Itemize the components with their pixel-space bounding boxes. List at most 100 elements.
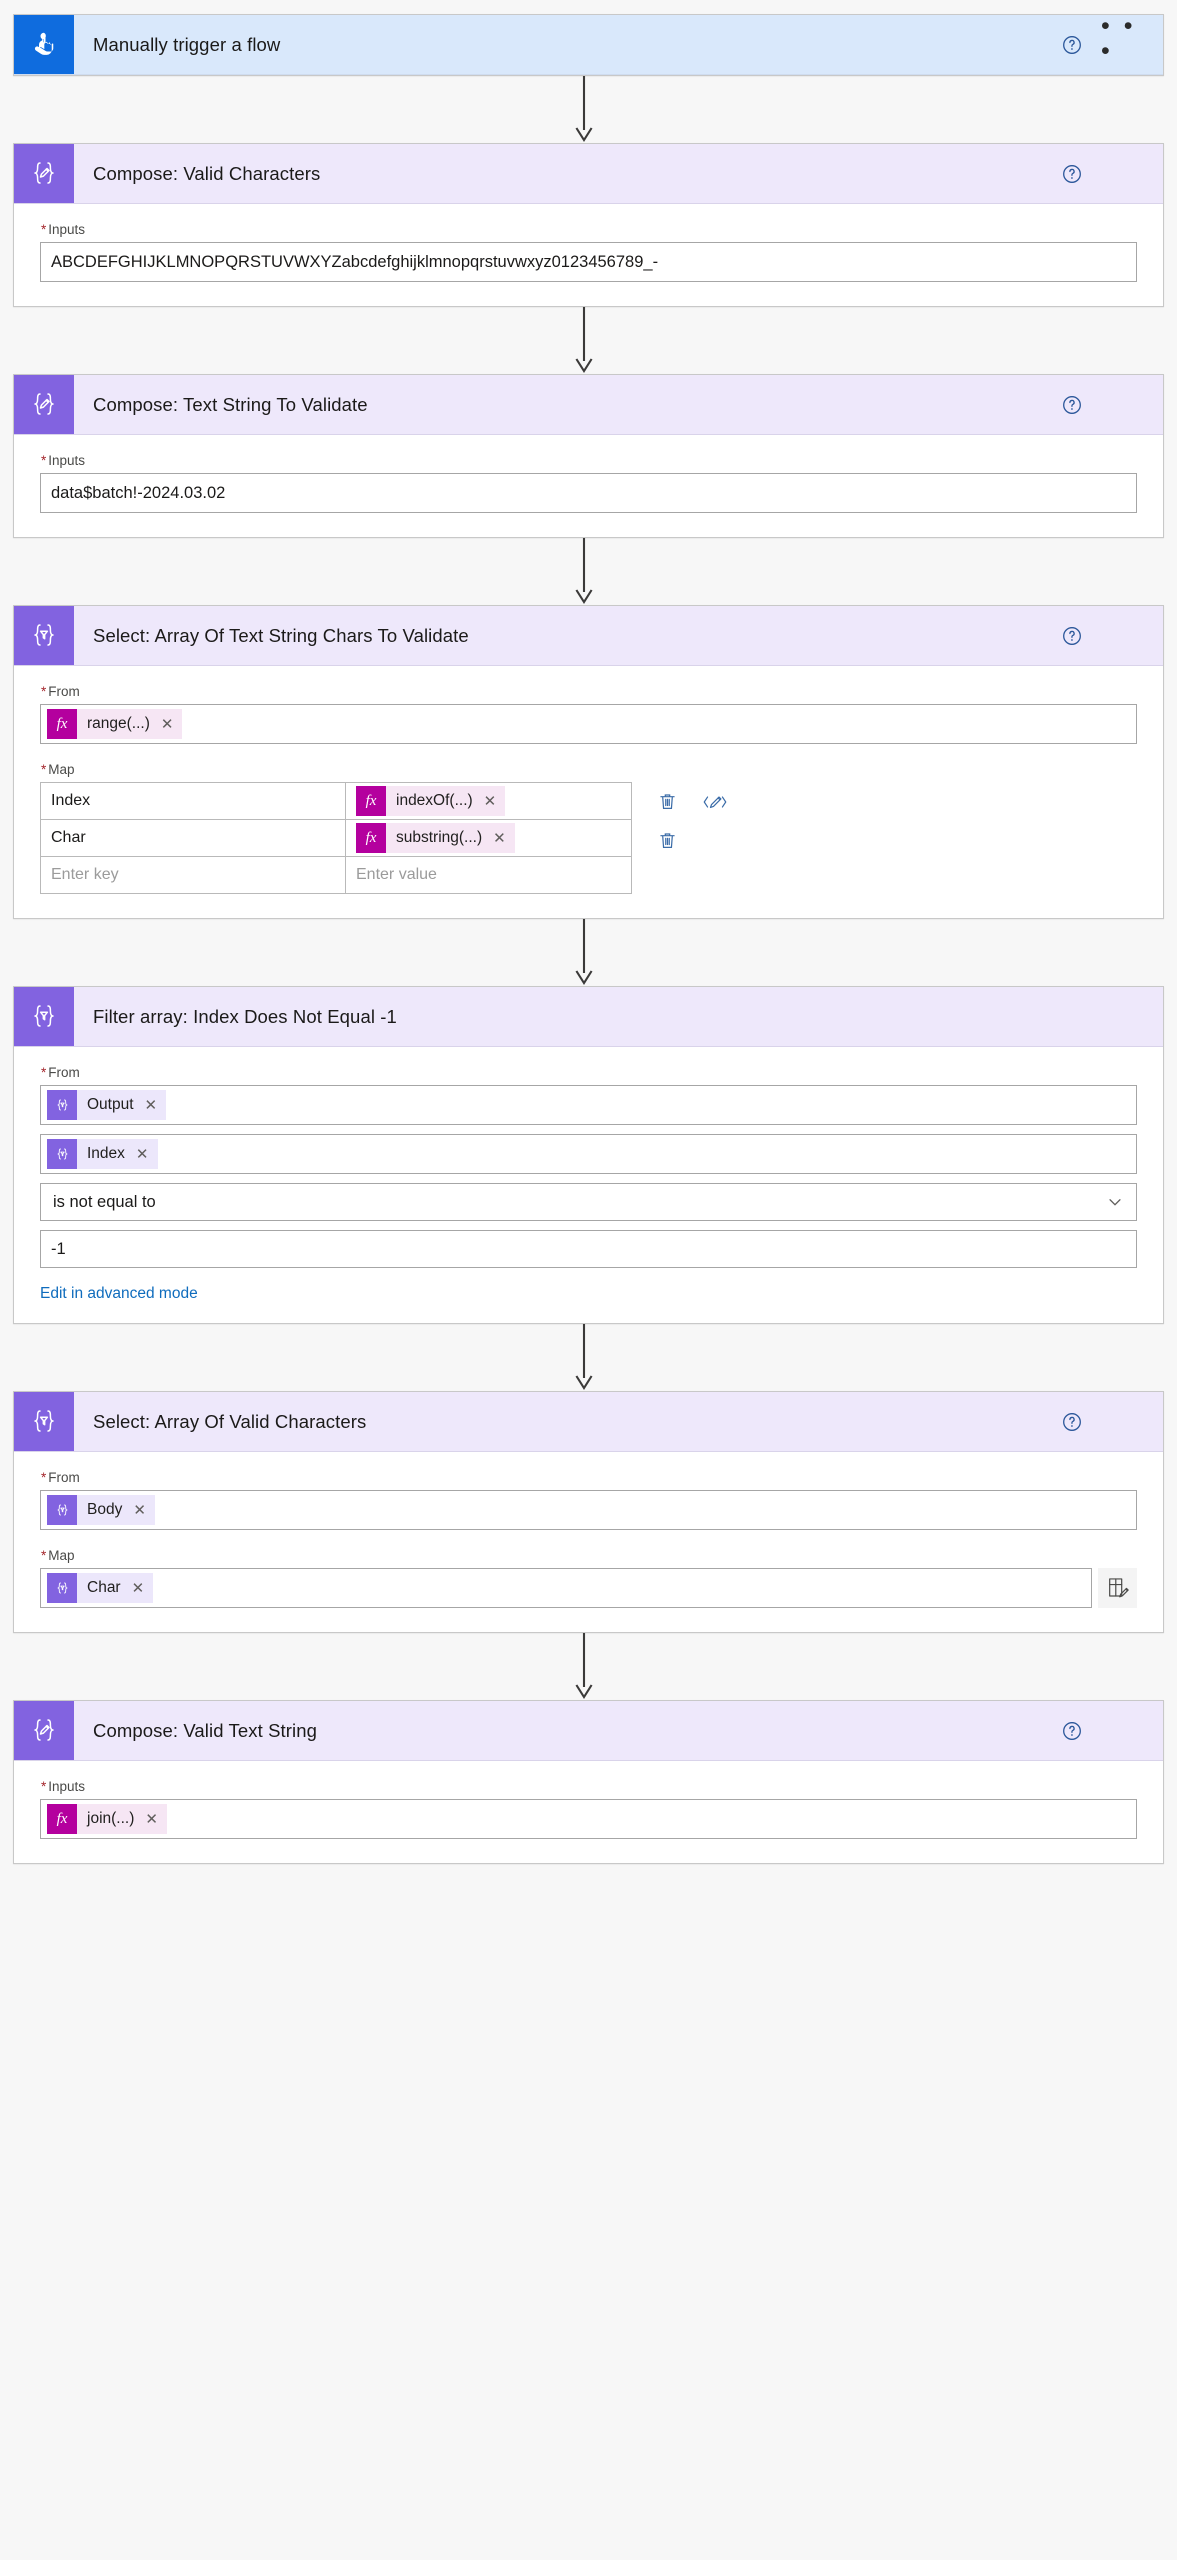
more-options-icon[interactable] xyxy=(1101,1407,1141,1437)
map-single-row: Char ✕ xyxy=(40,1568,1137,1608)
remove-token-icon[interactable]: ✕ xyxy=(131,1579,145,1597)
fx-icon: fx xyxy=(47,709,77,739)
flow-step-compose-valid-text-string[interactable]: Compose: Valid Text String * Inputs fx xyxy=(13,1700,1164,1864)
expression-token[interactable]: fx range(...) ✕ xyxy=(47,709,183,739)
condition-left-input[interactable]: Index ✕ xyxy=(40,1134,1137,1174)
dynamic-content-token[interactable]: Char ✕ xyxy=(47,1573,154,1603)
table-row[interactable]: Index fx indexOf(...) ✕ xyxy=(40,782,632,820)
token-label: Index xyxy=(87,1145,125,1162)
help-icon[interactable] xyxy=(1057,159,1087,189)
from-input[interactable]: Body ✕ xyxy=(40,1490,1137,1530)
help-icon[interactable] xyxy=(1057,390,1087,420)
required-asterisk: * xyxy=(41,1548,47,1563)
step-title: Select: Array Of Text String Chars To Va… xyxy=(93,624,469,646)
flow-step-filter-array-index-does-not-equal-minus-1[interactable]: Filter array: Index Does Not Equal -1 * F… xyxy=(13,986,1164,1324)
step-title: Select: Array Of Valid Characters xyxy=(93,1410,367,1432)
table-row[interactable]: Char fx substring(...) ✕ xyxy=(40,819,632,857)
from-input[interactable]: fx range(...) ✕ xyxy=(40,704,1137,744)
table-row[interactable]: Enter key Enter value xyxy=(40,856,632,894)
condition-operator-select[interactable]: is not equal to xyxy=(40,1183,1137,1221)
step-header[interactable]: Compose: Text String To Validate xyxy=(14,375,1163,435)
chevron-down-icon xyxy=(1106,1193,1124,1211)
map-value-cell[interactable]: fx substring(...) ✕ xyxy=(345,819,632,857)
map-key-cell[interactable]: Char xyxy=(40,819,346,857)
token-body: Body ✕ xyxy=(77,1495,155,1525)
dynamic-content-token[interactable]: Body ✕ xyxy=(47,1495,155,1525)
remove-token-icon[interactable]: ✕ xyxy=(493,829,506,847)
connector-arrow xyxy=(0,76,1177,143)
flow-step-compose-text-string-to-validate[interactable]: Compose: Text String To Validate * Inputs… xyxy=(13,374,1164,538)
fx-icon: fx xyxy=(356,823,386,853)
map-key-cell[interactable]: Index xyxy=(40,782,346,820)
step-header-actions: • • • xyxy=(1057,12,1163,74)
remove-token-icon[interactable]: ✕ xyxy=(135,1145,149,1163)
map-value-cell[interactable]: fx indexOf(...) ✕ xyxy=(345,782,632,820)
remove-token-icon[interactable]: ✕ xyxy=(145,1810,158,1828)
map-field: * Map Char xyxy=(40,1548,1137,1608)
step-header[interactable]: Compose: Valid Text String xyxy=(14,1701,1163,1761)
help-icon[interactable] xyxy=(1057,1407,1087,1437)
from-input[interactable]: Output ✕ xyxy=(40,1085,1137,1125)
remove-token-icon[interactable]: ✕ xyxy=(133,1501,146,1519)
flow-step-select-array-of-text-string-chars-to-validate[interactable]: Select: Array Of Text String Chars To Va… xyxy=(13,605,1164,919)
compose-icon xyxy=(14,1701,74,1760)
flow-step-compose-valid-characters[interactable]: Compose: Valid Characters * Inputs ABCDEF… xyxy=(13,143,1164,307)
remove-token-icon[interactable]: ✕ xyxy=(144,1096,158,1114)
required-asterisk: * xyxy=(41,1779,47,1794)
step-header[interactable]: Compose: Valid Characters xyxy=(14,144,1163,204)
remove-token-icon[interactable]: ✕ xyxy=(483,792,497,810)
step-body: * Inputs fx join(...) ✕ xyxy=(14,1761,1163,1863)
inputs-label: * Inputs xyxy=(41,222,86,237)
help-icon[interactable] xyxy=(1057,621,1087,651)
expression-token[interactable]: fx substring(...) ✕ xyxy=(356,823,515,853)
help-icon[interactable] xyxy=(1057,30,1087,60)
help-icon[interactable] xyxy=(1057,1716,1087,1746)
condition-value-input[interactable]: -1 xyxy=(40,1230,1137,1268)
hand-tap-icon xyxy=(14,15,74,74)
map-row-actions xyxy=(632,782,728,821)
delete-row-icon[interactable] xyxy=(657,830,678,851)
token-label: indexOf(...) xyxy=(396,792,473,809)
map-key-placeholder-cell[interactable]: Enter key xyxy=(40,856,346,894)
step-header-actions xyxy=(1057,1392,1163,1451)
from-field: * From Output ✕ xyxy=(40,1065,1137,1125)
step-body: * From Body ✕ xyxy=(14,1452,1163,1632)
more-options-icon[interactable] xyxy=(1101,1716,1141,1746)
connector-arrow xyxy=(0,307,1177,374)
more-options-icon[interactable] xyxy=(1101,159,1141,189)
step-header[interactable]: Select: Array Of Text String Chars To Va… xyxy=(14,606,1163,666)
compose-icon xyxy=(14,144,74,203)
step-header[interactable]: Manually trigger a flow • • • xyxy=(14,12,1163,75)
more-options-icon[interactable] xyxy=(1101,390,1141,420)
remove-token-icon[interactable]: ✕ xyxy=(160,715,174,733)
more-options-icon[interactable] xyxy=(1101,1002,1141,1032)
compose-icon xyxy=(14,375,74,434)
edit-code-icon[interactable] xyxy=(702,791,728,813)
map-input[interactable]: Char ✕ xyxy=(40,1568,1092,1608)
step-header[interactable]: Select: Array Of Valid Characters xyxy=(14,1392,1163,1452)
step-header[interactable]: Filter array: Index Does Not Equal -1 xyxy=(14,987,1163,1047)
more-options-icon[interactable]: • • • xyxy=(1101,12,1136,65)
expression-token[interactable]: fx indexOf(...) ✕ xyxy=(356,786,506,816)
step-body: * From Output ✕ xyxy=(14,1047,1163,1323)
from-label: * From xyxy=(41,1065,80,1080)
inputs-input[interactable]: ABCDEFGHIJKLMNOPQRSTUVWXYZabcdefghijklmn… xyxy=(40,242,1137,282)
delete-row-icon[interactable] xyxy=(657,791,678,812)
flow-step-select-array-of-valid-characters[interactable]: Select: Array Of Valid Characters * From xyxy=(13,1391,1164,1633)
flow-step-manually-trigger-a-flow[interactable]: Manually trigger a flow • • • xyxy=(13,14,1164,76)
text-mode-icon[interactable] xyxy=(1098,1568,1137,1608)
edit-in-advanced-mode-link[interactable]: Edit in advanced mode xyxy=(40,1285,198,1302)
token-body: Char ✕ xyxy=(77,1573,154,1603)
filter-icon xyxy=(14,987,74,1046)
token-body: join(...) ✕ xyxy=(77,1804,167,1834)
map-value-placeholder-cell[interactable]: Enter value xyxy=(345,856,632,894)
inputs-input[interactable]: data$batch!-2024.03.02 xyxy=(40,473,1137,513)
select-icon xyxy=(47,1139,77,1169)
inputs-input[interactable]: fx join(...) ✕ xyxy=(40,1799,1137,1839)
expression-token[interactable]: fx join(...) ✕ xyxy=(47,1804,167,1834)
dynamic-content-token[interactable]: Index ✕ xyxy=(47,1139,158,1169)
dynamic-content-token[interactable]: Output ✕ xyxy=(47,1090,167,1120)
map-table-wrap: Index fx indexOf(...) ✕ xyxy=(40,782,1137,894)
connector-arrow xyxy=(0,919,1177,986)
more-options-icon[interactable] xyxy=(1101,621,1141,651)
